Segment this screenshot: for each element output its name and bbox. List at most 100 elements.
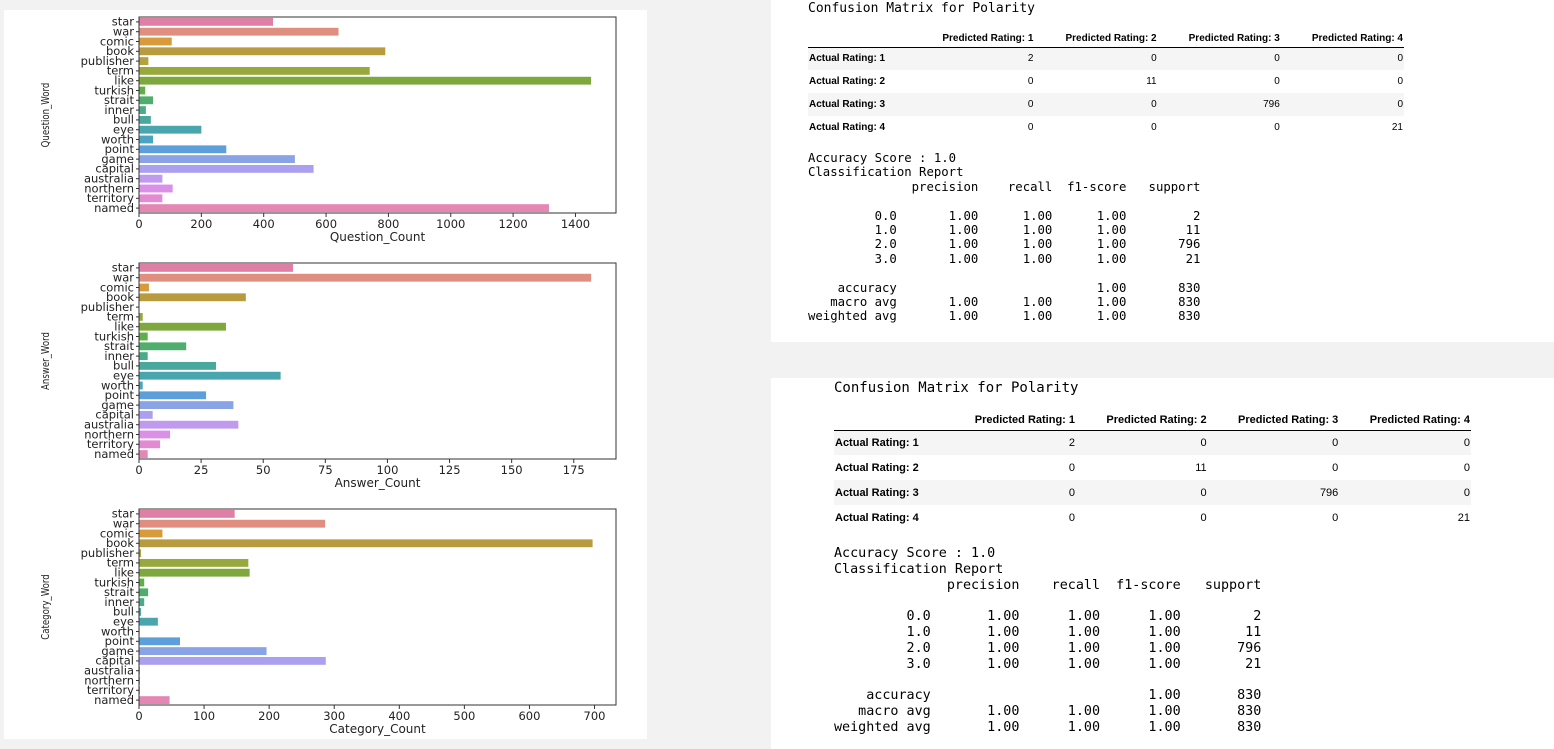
row-header: Actual Rating: 3 (809, 99, 886, 110)
y-tick-label: term (107, 556, 134, 570)
y-tick-label: turkish (94, 329, 134, 343)
x-tick-label: 200 (190, 217, 212, 231)
y-tick-label: bull (113, 359, 134, 373)
bar-comic (139, 529, 163, 538)
bar-like (139, 568, 250, 577)
y-tick-label: territory (87, 191, 134, 205)
plot-frame (138, 508, 617, 706)
table-row: Actual Rating: 2 0 11 0 0 (808, 70, 1404, 93)
table-cell: 0 (1151, 99, 1157, 110)
y-tick-label: eye (113, 615, 134, 629)
bar-game (139, 401, 234, 410)
table-cell: 0 (1332, 511, 1339, 524)
y-tick-label: publisher (81, 54, 135, 68)
x-tick-label: 1400 (561, 217, 590, 231)
y-tick-label: turkish (94, 575, 134, 589)
classification-report: Accuracy Score : 1.0 Classification Repo… (808, 151, 1201, 324)
table-cell: 796 (1263, 99, 1280, 110)
bar-strait (139, 96, 154, 105)
bar-charts-svg: starwarcomicbookpublishertermliketurkish… (40, 15, 617, 736)
column-header: Predicted Rating: 3 (1188, 33, 1280, 45)
bar-chart-2: starwarcomicbookpublishertermliketurkish… (40, 261, 617, 490)
table-cell: 0 (1274, 53, 1280, 65)
bar-eye (139, 125, 202, 134)
table-cell: 0 (1151, 122, 1157, 133)
bottom-matrix-panel: Confusion Matrix for Polarity Predicted … (771, 378, 1554, 749)
bar-inner (139, 352, 148, 361)
y-tick-label: point (105, 634, 135, 648)
bar-eye (139, 617, 158, 626)
bar-war (139, 27, 339, 36)
table-cell: 0 (1332, 461, 1339, 474)
table-cell: 0 (1027, 99, 1034, 110)
bar-book (139, 47, 386, 56)
table-cell: 0 (1397, 76, 1403, 87)
table-cell: 21 (1457, 511, 1470, 524)
y-tick-label: book (106, 44, 134, 58)
y-tick-label: worth (101, 378, 134, 392)
y-tick-label: publisher (81, 300, 135, 314)
y-tick-label: strait (104, 93, 134, 107)
bar-game (139, 647, 267, 656)
x-tick-label: 50 (256, 463, 271, 477)
plot-frame (138, 262, 617, 460)
row-header: Actual Rating: 4 (809, 122, 886, 133)
y-tick-label: strait (104, 585, 134, 599)
table-cell: 0 (1397, 53, 1403, 65)
bar-australia (139, 174, 163, 183)
bar-game (139, 155, 295, 164)
table-row: Actual Rating: 2 0 11 0 0 (834, 455, 1471, 480)
y-tick-label: book (106, 536, 134, 550)
table-row: Actual Rating: 4 0 0 0 21 (834, 505, 1471, 530)
y-tick-label: game (101, 398, 134, 412)
y-axis-label: Question_Word (40, 83, 52, 148)
y-tick-label: like (114, 566, 134, 580)
bar-bull (139, 607, 141, 616)
column-header: Predicted Rating: 1 (974, 413, 1076, 426)
bar-point (139, 391, 207, 400)
bar-worth (139, 381, 143, 390)
bar-strait (139, 588, 149, 597)
column-header: Predicted Rating: 4 (1311, 33, 1403, 45)
x-tick-label: 100 (193, 709, 215, 723)
table-row: Actual Rating: 1 2 0 0 0 (834, 430, 1471, 455)
x-tick-label: 100 (376, 463, 398, 477)
y-tick-label: term (107, 310, 134, 324)
x-axis-label: Category_Count (329, 722, 426, 736)
bar-turkish (139, 578, 145, 587)
y-tick-label: game (101, 644, 134, 658)
x-tick-label: 175 (563, 463, 585, 477)
x-tick-label: 0 (135, 217, 142, 231)
y-tick-label: like (114, 74, 134, 88)
column-header: Predicted Rating: 2 (1065, 33, 1157, 45)
y-tick-label: war (113, 25, 134, 39)
bar-northern (139, 430, 171, 439)
x-tick-label: 300 (323, 709, 345, 723)
y-tick-label: comic (100, 34, 134, 48)
bar-chart-3: starwarcomicbookpublishertermliketurkish… (40, 507, 617, 736)
y-tick-label: northern (84, 427, 134, 441)
x-tick-label: 150 (501, 463, 523, 477)
y-tick-label: eye (113, 369, 134, 383)
table-cell: 0 (1463, 486, 1470, 499)
column-header: Predicted Rating: 2 (1106, 413, 1207, 426)
bar-named (139, 450, 148, 459)
bar-capital (139, 164, 314, 173)
bar-inner (139, 598, 145, 607)
bar-term (139, 558, 249, 567)
y-tick-label: australia (84, 664, 134, 678)
table-row: Actual Rating: 3 0 0 796 0 (834, 480, 1471, 505)
bar-term (139, 66, 370, 75)
y-tick-label: territory (87, 683, 134, 697)
table-cell: 11 (1195, 461, 1207, 474)
table-cell: 0 (1068, 511, 1076, 524)
bar-northern (139, 184, 173, 193)
confusion-matrix-table: Predicted Rating: 1 Predicted Rating: 2 … (808, 31, 1404, 139)
y-tick-label: war (113, 271, 134, 285)
table-cell: 0 (1200, 486, 1207, 499)
bar-territory (139, 194, 163, 203)
x-tick-label: 1200 (498, 217, 527, 231)
bar-war (139, 273, 592, 282)
y-tick-label: inner (104, 103, 134, 117)
bar-publisher (139, 549, 141, 558)
